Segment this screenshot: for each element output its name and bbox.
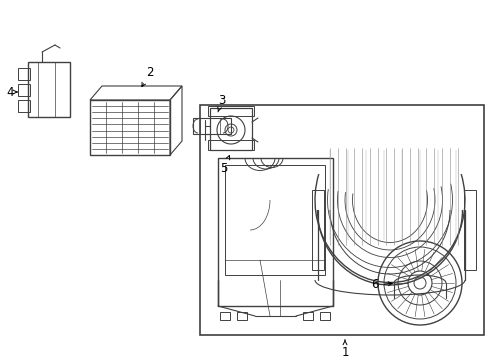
Bar xyxy=(311,190,324,270)
Bar xyxy=(218,158,332,306)
Text: 5: 5 xyxy=(220,156,229,175)
Bar xyxy=(28,62,70,117)
Bar xyxy=(237,312,246,320)
Bar xyxy=(18,84,30,96)
Bar xyxy=(303,312,312,320)
Bar xyxy=(18,100,30,112)
Bar xyxy=(18,68,30,80)
Bar xyxy=(207,106,253,116)
Bar xyxy=(224,165,325,275)
Bar xyxy=(220,312,229,320)
Bar xyxy=(463,190,475,270)
Bar xyxy=(319,312,329,320)
Bar xyxy=(200,105,483,335)
Text: 3: 3 xyxy=(217,94,225,112)
Bar xyxy=(193,118,230,134)
Bar xyxy=(209,108,251,150)
Bar xyxy=(207,140,253,150)
Text: 2: 2 xyxy=(142,66,153,87)
Bar xyxy=(90,100,170,155)
Text: 6: 6 xyxy=(370,279,391,292)
Text: 1: 1 xyxy=(341,340,348,359)
Text: 4: 4 xyxy=(6,85,17,99)
